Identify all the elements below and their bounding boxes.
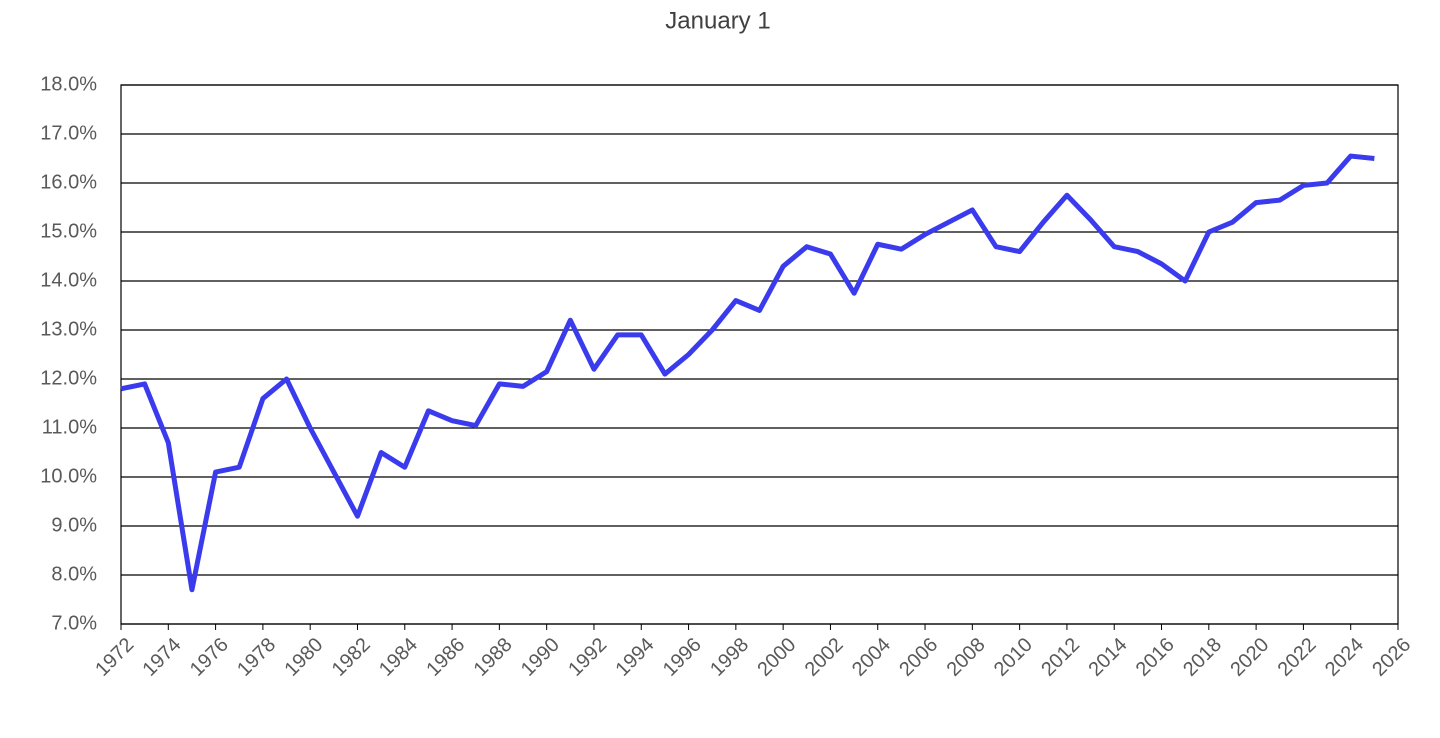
x-tick-label: 2018 <box>1179 634 1226 681</box>
x-tick-label: 1980 <box>280 634 327 681</box>
x-tick-label: 1988 <box>470 634 517 681</box>
x-tick-label: 1994 <box>612 634 659 681</box>
y-tick-label: 12.0% <box>40 367 97 389</box>
x-tick-label: 2008 <box>943 634 990 681</box>
x-tick-label: 2010 <box>990 634 1037 681</box>
x-tick-label: 1992 <box>564 634 611 681</box>
y-tick-label: 15.0% <box>40 220 97 242</box>
x-tick-label: 1976 <box>186 634 233 681</box>
chart-title: January 1 <box>665 7 770 34</box>
x-tick-label: 1972 <box>91 634 138 681</box>
y-tick-label: 18.0% <box>40 73 97 95</box>
x-tick-label: 1996 <box>659 634 706 681</box>
y-tick-label: 8.0% <box>51 563 97 585</box>
x-tick-label: 1982 <box>328 634 375 681</box>
x-tick-label: 1998 <box>706 634 753 681</box>
x-tick-label: 1990 <box>517 634 564 681</box>
x-tick-label: 1984 <box>375 634 422 681</box>
y-tick-label: 9.0% <box>51 514 97 536</box>
x-tick-label: 1978 <box>233 634 280 681</box>
x-tick-label: 2016 <box>1132 634 1179 681</box>
y-tick-label: 11.0% <box>42 416 97 438</box>
x-tick-label: 2026 <box>1368 634 1415 681</box>
y-tick-label: 17.0% <box>40 122 97 144</box>
y-tick-label: 7.0% <box>51 612 97 634</box>
x-tick-label: 1986 <box>422 634 469 681</box>
x-tick-label: 2000 <box>753 634 800 681</box>
y-tick-label: 10.0% <box>40 465 97 487</box>
data-line <box>120 153 1375 593</box>
x-tick-label: 2004 <box>848 634 895 681</box>
x-tick-label: 2022 <box>1274 634 1321 681</box>
plot-frame <box>120 84 1399 625</box>
y-tick-label: 13.0% <box>40 318 97 340</box>
x-tick-label: 2014 <box>1084 634 1131 681</box>
x-tick-label: 2006 <box>895 634 942 681</box>
x-tick-label: 2002 <box>801 634 848 681</box>
x-tick-label: 2012 <box>1037 634 1084 681</box>
x-tick-label: 2024 <box>1321 634 1368 681</box>
x-tick-label: 2020 <box>1226 634 1273 681</box>
x-tick-label: 1974 <box>139 634 186 681</box>
y-tick-label: 14.0% <box>40 269 97 291</box>
y-tick-label: 16.0% <box>40 171 97 193</box>
